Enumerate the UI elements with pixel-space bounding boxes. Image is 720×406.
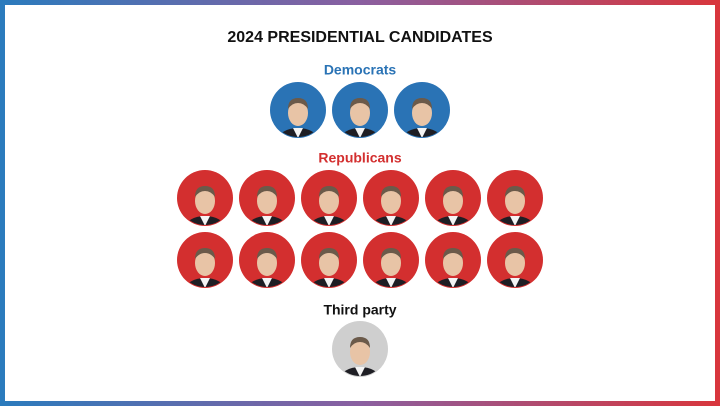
candidate-photo	[239, 232, 295, 288]
candidate-photo	[487, 170, 543, 226]
candidate-photo	[363, 170, 419, 226]
portraits	[177, 82, 543, 377]
candidate-photo	[177, 232, 233, 288]
candidate-photo	[270, 82, 326, 138]
candidate-photo	[301, 232, 357, 288]
candidate-photo	[301, 170, 357, 226]
section-label: Third party	[323, 302, 396, 318]
candidate-photo	[425, 170, 481, 226]
candidate-photo	[425, 232, 481, 288]
candidate-photo	[239, 170, 295, 226]
candidate-photo	[332, 321, 388, 377]
section-label: Democrats	[324, 62, 397, 78]
candidate-photo	[177, 170, 233, 226]
candidate-photo	[394, 82, 450, 138]
section-label: Republicans	[318, 150, 401, 166]
candidate-photo	[332, 82, 388, 138]
candidate-photo	[487, 232, 543, 288]
candidate-photo	[363, 232, 419, 288]
title: 2024 PRESIDENTIAL CANDIDATES	[227, 29, 493, 46]
